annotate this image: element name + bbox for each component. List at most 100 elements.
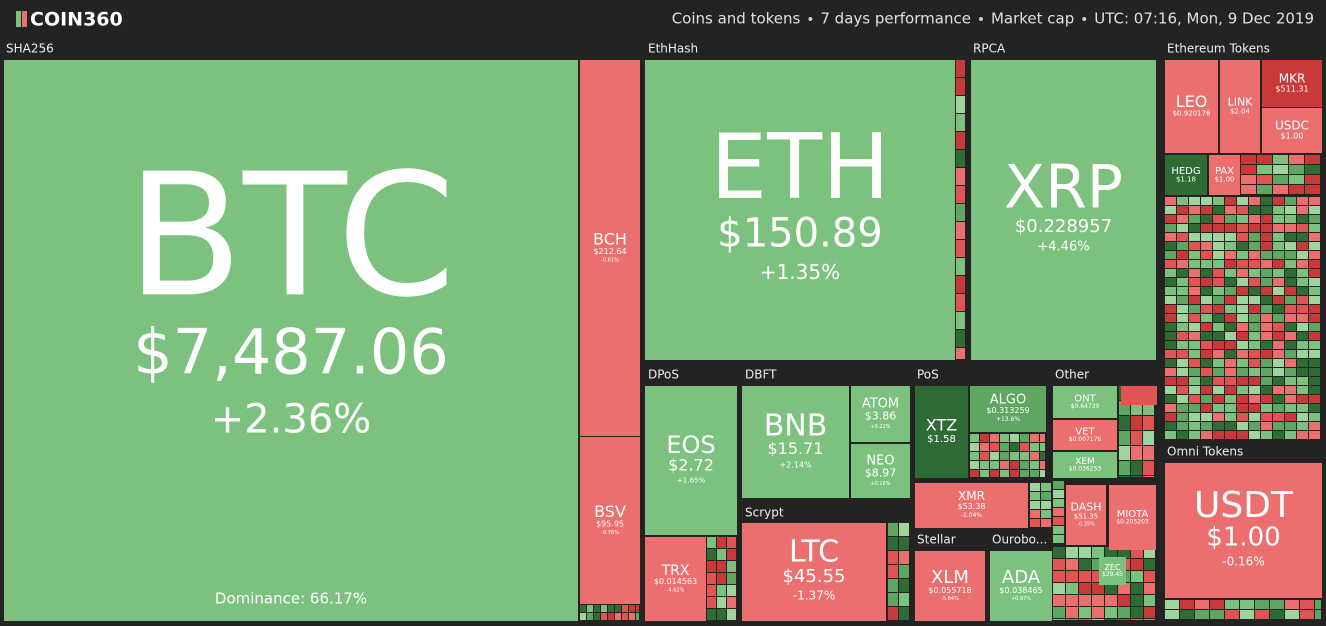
coin-tile[interactable]: LINK$2.04 [1220, 60, 1260, 153]
coin-tile[interactable]: XLM$0.055718-5.84% [915, 551, 985, 621]
filler-tile [1213, 422, 1224, 430]
filler-tile [1040, 434, 1045, 442]
filler-tile [888, 565, 898, 578]
coin-tile[interactable]: PAX$1.00 [1209, 155, 1240, 195]
filler-tile [1195, 600, 1209, 609]
filler-tile [1285, 386, 1296, 394]
coin-symbol: XTZ [926, 416, 957, 435]
filler-tile [1177, 269, 1188, 277]
filler-tile [1030, 501, 1040, 509]
coin-tile[interactable]: BSV$95.95-8.76% [580, 437, 640, 604]
coin-tile[interactable]: BCH$212.64-0.61% [580, 60, 640, 436]
filler-tile [1213, 287, 1224, 295]
coin-tile[interactable]: NEO$8.97 +0.16% [851, 444, 910, 498]
filler-tile [1225, 224, 1236, 232]
coin-tile[interactable]: ATOM$3.86 +0.22% [851, 386, 910, 442]
filter[interactable]: 7 days performance [820, 10, 971, 28]
filler-tile [956, 222, 965, 239]
coin-tile[interactable]: XTZ$1.58 [915, 386, 968, 478]
coin-tile[interactable]: ZEC$29.45 [1099, 557, 1126, 585]
group-label: RPCA [973, 42, 1006, 56]
coin-tile[interactable]: ADA$0.038465+0.97% [990, 551, 1052, 621]
filler-tile [1261, 386, 1272, 394]
filler-tile [1143, 476, 1154, 477]
filler-tile [1309, 404, 1320, 412]
coin-price: $1.58 [927, 434, 956, 445]
coin-tile[interactable]: ONT$0.64739 [1053, 386, 1117, 418]
filler-tile [1118, 595, 1130, 606]
filler-tile [956, 204, 965, 221]
filter[interactable]: UTC: 07:16, Mon, 9 Dec 2019 [1094, 10, 1314, 28]
filler-tile [1237, 377, 1248, 385]
filler-tile [1297, 251, 1308, 259]
filler-tile [956, 294, 965, 311]
tile-bg [645, 60, 955, 360]
filler-tile [1309, 377, 1320, 385]
filler-tile [1131, 547, 1143, 558]
logo[interactable]: COIN360 [30, 9, 123, 31]
filler-tile [1189, 413, 1200, 421]
coin-tile[interactable]: USDC$1.00 [1262, 108, 1322, 153]
filler-tile [1249, 233, 1260, 241]
coin-tile[interactable]: EOS$2.72 +1.65% [645, 386, 737, 535]
coin-tile[interactable]: MKR$511.31 [1262, 60, 1322, 107]
filler-tile [1165, 206, 1176, 214]
coin-tile[interactable]: TRX$0.014563-4.62% [645, 537, 706, 621]
filler-tile [1144, 559, 1155, 570]
coin-tile[interactable]: VET$0.007176 [1053, 420, 1117, 450]
coin-price: $0.205203 [1116, 518, 1149, 525]
filler-tile [1201, 305, 1212, 313]
group-label: Other [1055, 368, 1089, 382]
coin-tile[interactable]: BNB$15.71 +2.14% [742, 386, 849, 498]
filler-tile [1213, 359, 1224, 367]
filler-tile [1165, 224, 1176, 232]
coin-tile[interactable]: HEDG$1.18 [1165, 155, 1207, 195]
filler-tile [1118, 607, 1130, 618]
tile-bg [915, 551, 985, 621]
filler-tile [601, 613, 607, 620]
filler-tile [1053, 508, 1064, 516]
coin-tile[interactable]: XRP$0.228957 +4.46% [971, 60, 1156, 360]
coin-tile[interactable]: LEO$0.920176 [1165, 60, 1218, 153]
coin-tile[interactable]: ETH$150.89 +1.35% [645, 60, 955, 360]
coin-tile[interactable]: XMR$53.38-1.04% [915, 483, 1028, 528]
filler-tile [1273, 233, 1284, 241]
filter[interactable]: Coins and tokens [672, 10, 801, 28]
filler-tile [1257, 155, 1272, 164]
coin-price: $8.97 [865, 466, 897, 479]
tile-bg [1053, 452, 1117, 478]
coin-tile[interactable]: LTC$45.55 -1.37% [742, 523, 886, 621]
filler-tile [601, 605, 607, 612]
filler-tile [1040, 443, 1045, 451]
filler-tile [1225, 323, 1236, 331]
filler-tile [594, 605, 600, 612]
filler-tile [1092, 559, 1104, 570]
filler-tile [1273, 431, 1284, 439]
filler-tile [615, 613, 621, 620]
filler-tile [1030, 443, 1039, 451]
filler-tile [1119, 446, 1130, 460]
filler-tile [1165, 368, 1176, 376]
coin-symbol: LTC [789, 535, 839, 570]
filler-tile [990, 452, 999, 460]
coin-price: $0.007176 [1069, 436, 1102, 443]
coin-tile[interactable]: BTC$7,487.06 +2.36% [4, 60, 578, 621]
filler-tile [1237, 224, 1248, 232]
filler-tile [1177, 197, 1188, 205]
filler-tile [956, 240, 965, 257]
filler-tile [1297, 233, 1308, 241]
dominance: Dominance: 66.17% [215, 590, 367, 608]
coin-tile[interactable]: XEM$0.036253 [1053, 452, 1117, 478]
coin-tile[interactable]: DASH$51.35 -0.35% [1066, 485, 1106, 545]
filler-tile [1000, 461, 1009, 469]
filter[interactable]: Market cap [991, 10, 1074, 28]
coin-symbol: VET [1075, 427, 1095, 438]
coin-tile[interactable]: ALGO$0.313259+13.6% [970, 386, 1046, 432]
coin-change: -4.62% [667, 587, 685, 593]
filler-tile [1201, 242, 1212, 250]
coin-price: $45.55 [783, 566, 846, 587]
coin-tile[interactable]: MIOTA$0.205203 [1109, 485, 1156, 550]
tile-bg [1066, 485, 1106, 545]
filler-tile [1225, 413, 1236, 421]
coin-tile[interactable]: USDT$1.00 -0.16% [1165, 463, 1322, 598]
